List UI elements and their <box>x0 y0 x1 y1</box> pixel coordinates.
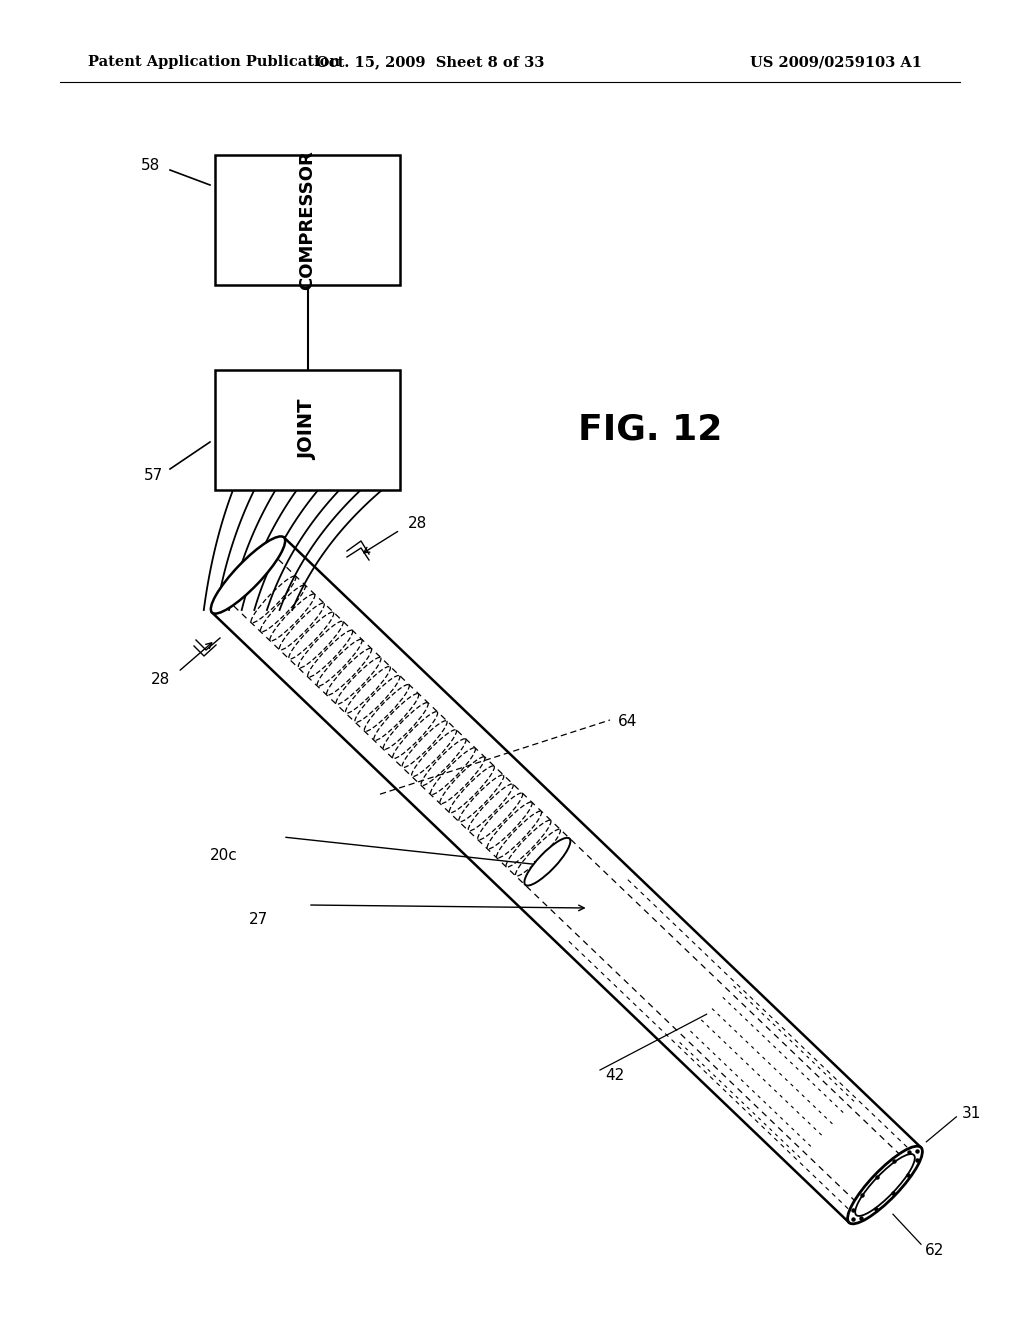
Ellipse shape <box>211 536 285 614</box>
Text: Oct. 15, 2009  Sheet 8 of 33: Oct. 15, 2009 Sheet 8 of 33 <box>315 55 544 69</box>
Text: 28: 28 <box>151 672 170 688</box>
Text: US 2009/0259103 A1: US 2009/0259103 A1 <box>750 55 922 69</box>
Text: COMPRESSOR: COMPRESSOR <box>299 150 316 290</box>
Text: 20c: 20c <box>210 847 238 862</box>
Text: 57: 57 <box>143 469 163 483</box>
Text: JOINT: JOINT <box>298 400 317 461</box>
Text: Patent Application Publication: Patent Application Publication <box>88 55 340 69</box>
Text: 58: 58 <box>140 157 160 173</box>
Bar <box>215 154 400 285</box>
Text: 27: 27 <box>249 912 268 928</box>
Bar <box>215 370 400 490</box>
Ellipse shape <box>848 1146 923 1224</box>
Text: FIG. 12: FIG. 12 <box>578 413 722 447</box>
Text: 28: 28 <box>408 516 427 532</box>
Text: 62: 62 <box>925 1242 944 1258</box>
Ellipse shape <box>524 838 570 886</box>
Text: 31: 31 <box>962 1106 981 1121</box>
Text: 64: 64 <box>618 714 637 730</box>
Ellipse shape <box>855 1154 914 1216</box>
Text: 42: 42 <box>605 1068 625 1082</box>
